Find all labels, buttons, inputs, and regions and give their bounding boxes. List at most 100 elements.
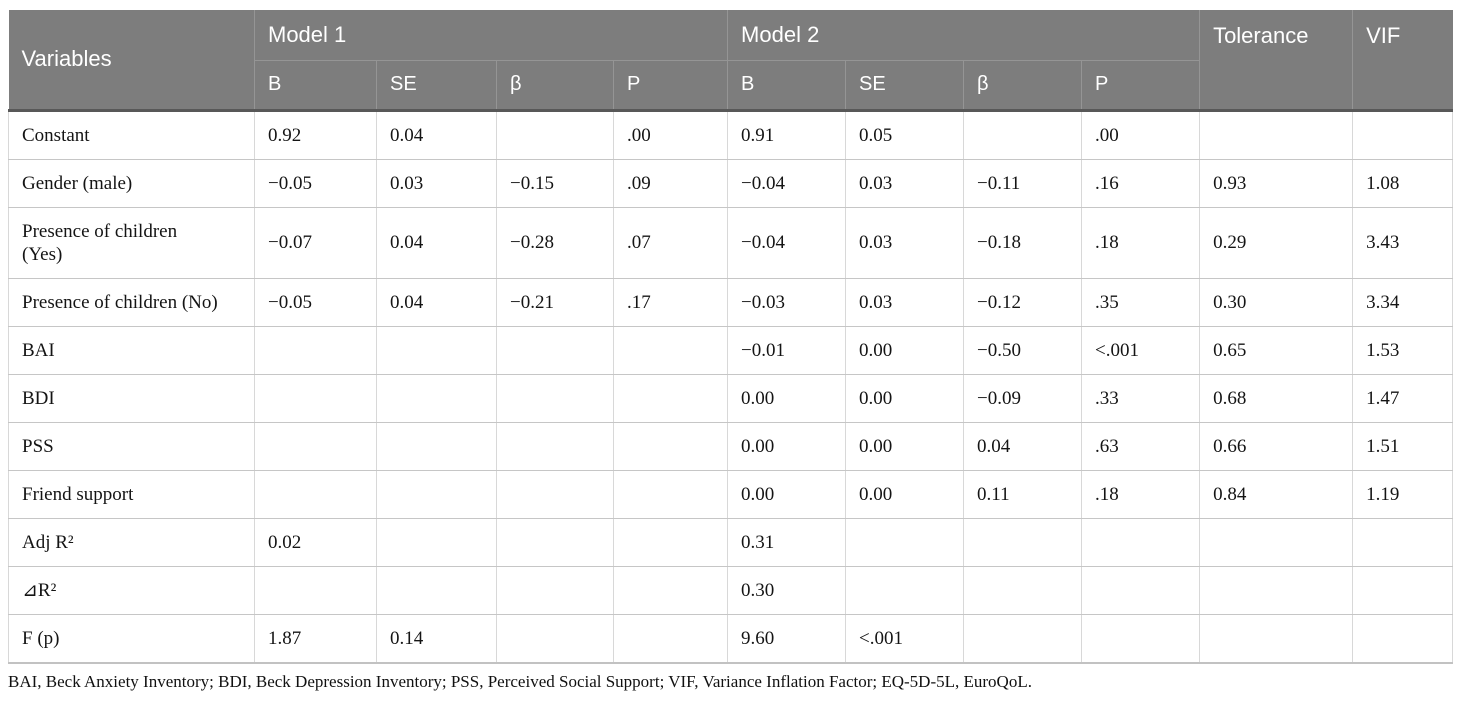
cell-value (254, 469, 377, 519)
cell-value (254, 565, 377, 615)
cell-value (496, 517, 614, 567)
table-header: Variables Model 1 Model 2 Tolerance VIF … (8, 10, 1453, 112)
cell-value: 3.43 (1352, 206, 1454, 279)
cell-value (254, 373, 377, 423)
cell-value: 0.30 (1199, 277, 1354, 327)
cell-value: .00 (1081, 109, 1201, 160)
cell-value: 0.00 (845, 325, 965, 375)
cell-value: −0.21 (496, 277, 614, 327)
header-model1-p: P (612, 60, 728, 112)
header-model2-b: B (727, 60, 846, 112)
cell-value: <.001 (1081, 325, 1201, 375)
cell-value: .07 (612, 206, 729, 279)
table-row: BDI 0.00 0.00 −0.09 .33 0.68 1.47 (8, 373, 1454, 423)
cell-value: 0.00 (845, 421, 965, 471)
cell-value: 0.03 (376, 158, 497, 208)
row-label: ⊿R² (8, 565, 255, 615)
cell-value: .35 (1081, 277, 1201, 327)
cell-value: 0.03 (845, 277, 965, 327)
cell-value: −0.12 (963, 277, 1083, 327)
header-vif: VIF (1352, 10, 1453, 112)
cell-value (496, 325, 614, 375)
header-row-groups: Variables Model 1 Model 2 Tolerance VIF (8, 10, 1453, 112)
cell-value (496, 613, 614, 664)
cell-value: −0.07 (254, 206, 377, 279)
table-row: Adj R² 0.02 0.31 (8, 517, 1454, 567)
cell-value (1199, 517, 1354, 567)
cell-value: 0.30 (727, 565, 847, 615)
cell-value: −0.50 (963, 325, 1083, 375)
cell-value (496, 565, 614, 615)
cell-value: 9.60 (727, 613, 847, 664)
cell-value: .63 (1081, 421, 1201, 471)
row-label: BDI (8, 373, 255, 423)
row-label: Adj R² (8, 517, 255, 567)
table-row: Presence of children (Yes) −0.07 0.04 −0… (8, 206, 1454, 279)
cell-value (963, 565, 1083, 615)
cell-value (1081, 565, 1201, 615)
cell-value: 1.47 (1352, 373, 1454, 423)
cell-value (1199, 565, 1354, 615)
table-row: ⊿R² 0.30 (8, 565, 1454, 615)
cell-value: 1.53 (1352, 325, 1454, 375)
cell-value (612, 373, 729, 423)
cell-value: 0.05 (845, 109, 965, 160)
cell-value (845, 565, 965, 615)
row-label: Presence of children (No) (8, 277, 255, 327)
table-body: Constant 0.92 0.04 .00 0.91 0.05 .00 Gen… (8, 109, 1454, 664)
cell-value: 0.68 (1199, 373, 1354, 423)
cell-value: −0.01 (727, 325, 847, 375)
cell-value: 0.00 (845, 373, 965, 423)
row-label: F (p) (8, 613, 255, 664)
cell-value: .18 (1081, 469, 1201, 519)
cell-value (612, 325, 729, 375)
row-label: Friend support (8, 469, 255, 519)
cell-value: −0.18 (963, 206, 1083, 279)
header-row-subcolumns: B SE β P B SE β P (9, 60, 1453, 112)
cell-value: 1.19 (1352, 469, 1454, 519)
table-row: Presence of children (No) −0.05 0.04 −0.… (8, 277, 1454, 327)
cell-value (376, 517, 497, 567)
cell-value: 0.84 (1199, 469, 1354, 519)
header-model1-se: SE (376, 60, 497, 112)
header-model2-se: SE (845, 60, 964, 112)
cell-value: 0.02 (254, 517, 377, 567)
cell-value: 0.31 (727, 517, 847, 567)
cell-value: 0.29 (1199, 206, 1354, 279)
cell-value: 0.00 (727, 469, 847, 519)
cell-value: <.001 (845, 613, 965, 664)
cell-value: 1.08 (1352, 158, 1454, 208)
cell-value: 0.00 (727, 373, 847, 423)
cell-value (254, 325, 377, 375)
cell-value (496, 469, 614, 519)
row-label: PSS (8, 421, 255, 471)
cell-value (1081, 517, 1201, 567)
cell-value (1352, 565, 1454, 615)
header-model2-beta: β (963, 60, 1082, 112)
header-model1: Model 1 (253, 10, 728, 61)
header-model1-beta: β (496, 60, 614, 112)
cell-value: −0.03 (727, 277, 847, 327)
table-row: F (p) 1.87 0.14 9.60 <.001 (8, 613, 1454, 664)
table-row: Gender (male) −0.05 0.03 −0.15 .09 −0.04… (8, 158, 1454, 208)
cell-value: 1.51 (1352, 421, 1454, 471)
regression-table: Variables Model 1 Model 2 Tolerance VIF … (8, 10, 1454, 664)
cell-value: −0.11 (963, 158, 1083, 208)
cell-value: .33 (1081, 373, 1201, 423)
cell-value (963, 109, 1083, 160)
cell-value (612, 565, 729, 615)
cell-value (376, 325, 497, 375)
table-row: Constant 0.92 0.04 .00 0.91 0.05 .00 (8, 109, 1454, 160)
cell-value (496, 373, 614, 423)
cell-value: 0.00 (845, 469, 965, 519)
cell-value: 0.04 (963, 421, 1083, 471)
table-footnote: BAI, Beck Anxiety Inventory; BDI, Beck D… (8, 671, 1032, 691)
row-label: BAI (8, 325, 255, 375)
header-model1-b: B (254, 60, 377, 112)
cell-value: −0.04 (727, 158, 847, 208)
table-row: BAI −0.01 0.00 −0.50 <.001 0.65 1.53 (8, 325, 1454, 375)
row-label: Gender (male) (8, 158, 255, 208)
cell-value: 0.00 (727, 421, 847, 471)
cell-value (612, 517, 729, 567)
cell-value (963, 517, 1083, 567)
